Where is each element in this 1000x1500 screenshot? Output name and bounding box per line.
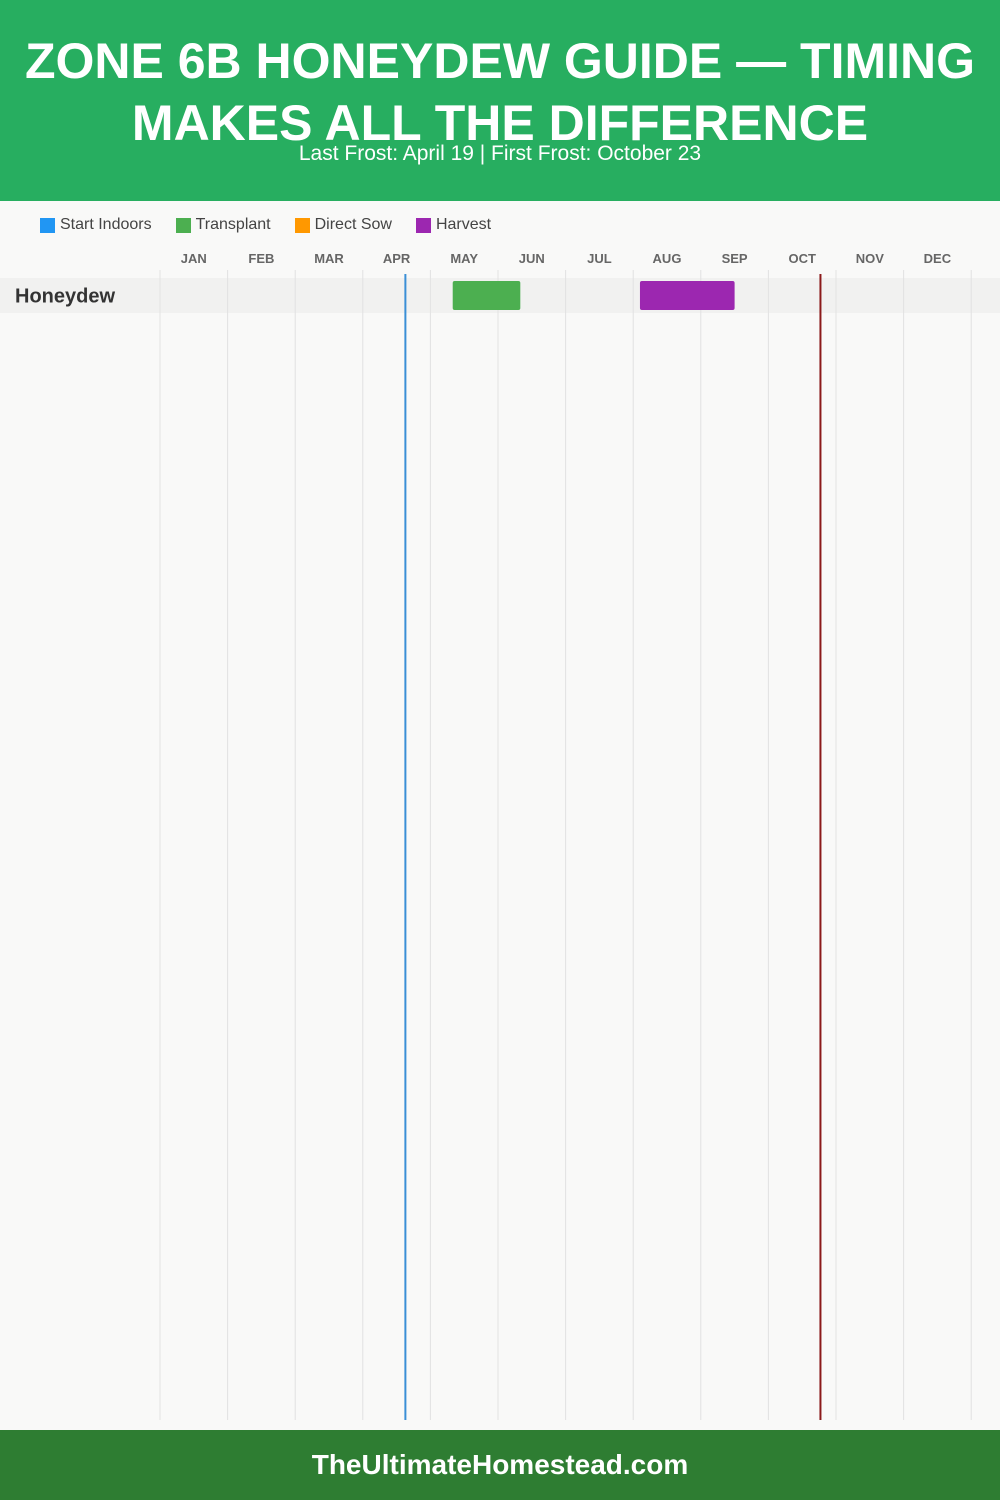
legend-item-start-indoors: Start Indoors bbox=[40, 216, 152, 234]
legend-label: Transplant bbox=[195, 216, 271, 233]
period-bar-harvest bbox=[639, 281, 735, 310]
page-title: ZONE 6B HONEYDEW GUIDE — TIMING MAKES AL… bbox=[24, 33, 976, 151]
footer-banner: TheUltimateHomestead.com bbox=[0, 1430, 1000, 1500]
month-tick-label: MAR bbox=[314, 251, 344, 266]
legend: Start Indoors Transplant Direct Sow Harv… bbox=[40, 215, 515, 235]
month-tick-label: JUL bbox=[587, 251, 612, 266]
legend-item-direct-sow: Direct Sow bbox=[294, 216, 392, 234]
month-tick-label: MAY bbox=[450, 251, 478, 266]
header-banner: ZONE 6B HONEYDEW GUIDE — TIMING MAKES AL… bbox=[0, 0, 1000, 201]
planting-calendar-chart: JAN FEB MAR APR MAY JUN JUL AUG SEP OCT NOV DEC Hone… bbox=[0, 251, 1000, 1420]
month-tick-label: OCT bbox=[788, 251, 816, 266]
month-tick-label: NOV bbox=[856, 251, 885, 266]
month-tick-label: SEP bbox=[722, 251, 748, 266]
legend-label: Start Indoors bbox=[60, 216, 152, 233]
month-tick-label: JUN bbox=[519, 251, 545, 266]
frost-dates-subtitle: Last Frost: April 19 | First Frost: Octo… bbox=[298, 142, 702, 165]
legend-label: Direct Sow bbox=[314, 216, 392, 233]
crop-row-label: Honeydew bbox=[15, 286, 115, 308]
legend-item-harvest: Harvest bbox=[415, 216, 492, 234]
legend-label: Harvest bbox=[435, 216, 492, 233]
month-tick-label: FEB bbox=[248, 251, 274, 266]
month-tick-label: JAN bbox=[181, 251, 207, 266]
month-tick-label: DEC bbox=[924, 251, 952, 266]
month-tick-label: APR bbox=[383, 251, 411, 266]
legend-swatch-direct-sow bbox=[294, 217, 310, 233]
legend-item-transplant: Transplant bbox=[175, 216, 271, 234]
month-tick-label: AUG bbox=[653, 251, 682, 266]
footer-site-name: TheUltimateHomestead.com bbox=[311, 1449, 689, 1480]
period-bar-transplant bbox=[452, 281, 521, 310]
legend-swatch-start-indoors bbox=[40, 217, 55, 233]
legend-swatch-transplant bbox=[175, 217, 191, 233]
legend-swatch-harvest bbox=[415, 217, 431, 233]
